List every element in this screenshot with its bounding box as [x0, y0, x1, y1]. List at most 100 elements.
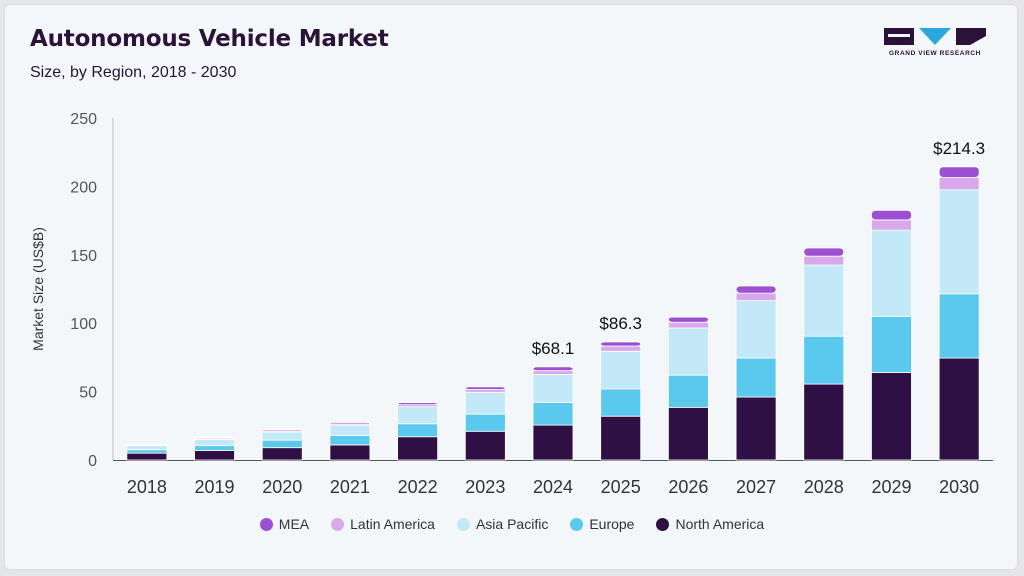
x-tick-label: 2025: [601, 477, 641, 497]
bar-segment-asia-pacific: [532, 374, 574, 403]
chart-card: [4, 4, 1018, 570]
x-tick-label: 2022: [398, 477, 438, 497]
bar-segment-north-america: [397, 436, 439, 461]
bar-segment-north-america: [464, 430, 506, 461]
bar-segment-mea: [329, 422, 371, 425]
bar-segment-asia-pacific: [600, 350, 642, 390]
bar-segment-asia-pacific: [803, 264, 845, 337]
bar-segment-europe: [803, 335, 845, 385]
x-tick-label: 2026: [668, 477, 708, 497]
x-tick-label: 2023: [465, 477, 505, 497]
legend-item: North America: [656, 516, 764, 532]
bar-segment-asia-pacific: [194, 439, 235, 447]
bar-segment-europe: [871, 315, 912, 373]
bar-segment-north-america: [938, 357, 980, 461]
bar-segment-mea: [397, 402, 439, 405]
bar-segment-mea: [261, 429, 303, 432]
y-tick-label: 100: [70, 316, 97, 333]
bar-segment-mea: [803, 247, 845, 257]
bar-segment-europe: [600, 388, 642, 417]
legend-item: Latin America: [331, 516, 435, 532]
legend-label: MEA: [278, 516, 310, 532]
data-label: $86.3: [599, 314, 642, 333]
legend-swatch: [456, 517, 470, 531]
x-tick-label: 2021: [330, 477, 370, 497]
grand-view-research-logo-icon: [884, 28, 986, 45]
bar-segment-europe: [329, 434, 371, 446]
x-tick-label: 2024: [533, 477, 573, 497]
legend-item: MEA: [259, 516, 310, 532]
logo-text: GRAND VIEW RESEARCH: [889, 50, 981, 57]
y-tick-label: 50: [79, 385, 97, 402]
bar-segment-asia-pacific: [735, 300, 777, 359]
bar-segment-mea: [464, 386, 506, 390]
bar-segment-asia-pacific: [667, 327, 709, 376]
legend-label: Latin America: [350, 516, 435, 532]
bar-segment-mea: [600, 341, 642, 347]
legend-swatch: [656, 517, 670, 531]
x-tick-label: 2019: [195, 477, 235, 497]
bar-segment-asia-pacific: [871, 229, 912, 317]
bar-segment-mea: [871, 209, 912, 221]
y-tick-label: 0: [88, 453, 97, 470]
bar-segment-asia-pacific: [464, 391, 506, 415]
bar-segment-europe: [194, 445, 235, 451]
bar-segment-latin-america: [667, 321, 709, 329]
legend-item: Europe: [570, 516, 634, 532]
legend-swatch: [259, 517, 273, 531]
x-tick-label: 2030: [939, 477, 979, 497]
bar-segment-europe: [464, 413, 506, 432]
y-axis-label: Market Size (US$B): [30, 227, 46, 351]
bar-segment-mea: [126, 443, 168, 446]
bar-segment-latin-america: [532, 370, 574, 375]
x-tick-label: 2029: [871, 477, 911, 497]
bar-segment-latin-america: [938, 177, 980, 191]
bar-segment-mea: [667, 316, 709, 323]
bar-segment-north-america: [871, 372, 912, 461]
y-tick-label: 150: [70, 248, 97, 265]
chart-title: Autonomous Vehicle Market: [30, 26, 389, 52]
x-tick-label: 2018: [127, 477, 167, 497]
bar-segment-europe: [735, 357, 777, 398]
x-tick-label: 2028: [804, 477, 844, 497]
bar-segment-europe: [667, 374, 709, 408]
bar-segment-europe: [126, 449, 168, 454]
bar-segment-asia-pacific: [261, 431, 303, 441]
legend-label: North America: [675, 516, 765, 532]
bar-segment-europe: [397, 423, 439, 438]
bar-segment-latin-america: [600, 345, 642, 352]
bar-segment-asia-pacific: [126, 445, 168, 451]
bar-segment-europe: [938, 293, 980, 359]
legend-swatch: [331, 517, 345, 531]
legend-swatch: [570, 517, 584, 531]
bar-segment-latin-america: [464, 389, 506, 393]
bar-segment-europe: [261, 439, 303, 449]
bar-segment-mea: [938, 166, 980, 178]
bar-segment-mea: [194, 437, 235, 439]
bar-segment-mea: [532, 366, 574, 372]
bar-segment-north-america: [803, 383, 845, 461]
bar-segment-europe: [532, 402, 574, 426]
bar-segment-north-america: [261, 447, 303, 461]
bar-segment-north-america: [600, 415, 642, 461]
bar-segment-north-america: [735, 396, 777, 461]
legend: MEA Latin America Asia Pacific Europe North …: [0, 516, 1024, 532]
data-label: $214.3: [933, 139, 985, 158]
bar-segment-north-america: [126, 452, 168, 461]
bar-segment-mea: [735, 285, 777, 294]
chart-subtitle: Size, by Region, 2018 - 2030: [30, 64, 237, 81]
bar-segment-latin-america: [871, 219, 912, 231]
bar-segment-north-america: [329, 444, 371, 461]
y-tick-label: 250: [70, 111, 97, 128]
data-label: $68.1: [532, 339, 575, 358]
bar-segment-asia-pacific: [397, 406, 439, 425]
bar-segment-north-america: [667, 406, 709, 461]
legend-label: Europe: [589, 516, 635, 532]
bar-segment-north-america: [532, 424, 574, 461]
legend-item: Asia Pacific: [456, 516, 548, 532]
bar-segment-north-america: [194, 450, 235, 461]
bar-segment-latin-america: [735, 292, 777, 302]
bar-segment-asia-pacific: [329, 424, 371, 436]
y-tick-label: 200: [70, 179, 97, 196]
